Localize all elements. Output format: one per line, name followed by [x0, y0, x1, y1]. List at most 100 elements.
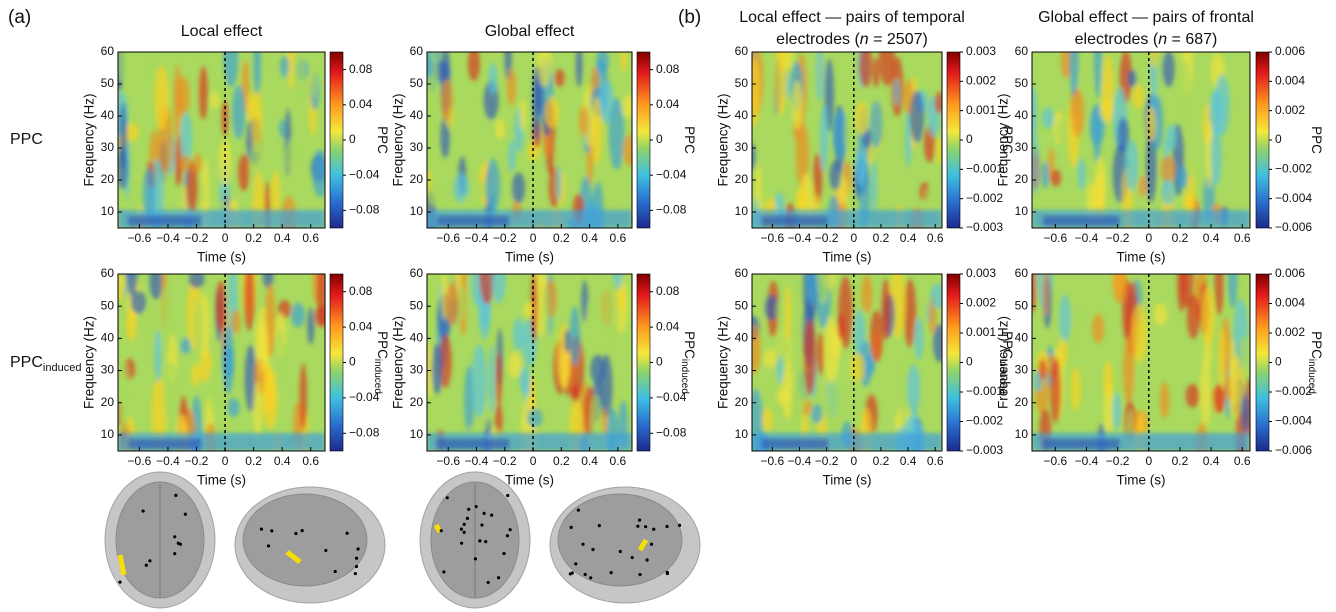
colorbar-tick-label: 0.003 — [966, 44, 996, 58]
y-tick-label: 60 — [410, 266, 424, 280]
x-axis-label: Time (s) — [197, 250, 246, 265]
colorbar — [946, 51, 961, 229]
x-tick-label: −0.2 — [493, 454, 517, 468]
y-tick-label: 30 — [410, 140, 424, 154]
heatmap-blob — [764, 294, 779, 321]
column-title: Local effect — [181, 23, 263, 40]
y-tick-label: 30 — [410, 363, 424, 377]
heatmap-blob — [1117, 117, 1129, 153]
x-tick-label: 0.6 — [927, 454, 944, 468]
x-tick-label: 0.2 — [245, 231, 262, 245]
heatmap-blob — [1050, 359, 1062, 424]
x-tick-label: 0.4 — [1203, 454, 1220, 468]
x-tick-label: 0 — [222, 231, 229, 245]
heatmap-blob — [564, 329, 571, 354]
heatmap-blob — [246, 91, 255, 122]
x-tick-label: −0.4 — [1075, 231, 1099, 245]
electrode-pairs — [117, 523, 649, 576]
electrode — [259, 527, 264, 531]
heatmap-blob — [427, 56, 434, 78]
heatmap-blob — [279, 119, 286, 138]
heatmap-blob — [142, 167, 156, 219]
x-axis-label: Time (s) — [1117, 250, 1166, 265]
plot-frame — [117, 273, 326, 452]
heatmap-blob — [579, 105, 588, 137]
y-tick-label: 60 — [101, 44, 115, 58]
electrode — [591, 547, 595, 552]
heatmap-blob — [590, 354, 606, 385]
y-tick-label: 30 — [735, 140, 749, 154]
heatmap-blob — [193, 153, 202, 174]
colorbar — [946, 273, 961, 452]
heatmap-blob — [575, 52, 583, 87]
y-axis-label: Frequency (Hz) — [391, 316, 406, 409]
y-tick-label: 10 — [101, 427, 115, 441]
colorbar-label-sub: induced — [1306, 359, 1317, 394]
heatmap-blob — [317, 274, 325, 326]
colorbar-tick-label: 0.004 — [1275, 74, 1305, 88]
heatmap-blob — [1069, 52, 1079, 95]
colorbar-label-main: PPC — [682, 126, 697, 154]
heatmap-texture — [118, 274, 325, 451]
heatmap-blob — [262, 363, 276, 414]
colorbar-tick-label: −0.04 — [349, 390, 380, 404]
heatmap-blob — [823, 317, 840, 385]
heatmap-blob — [285, 138, 300, 174]
electrode — [569, 525, 573, 529]
colorbar-tick-label: −0.08 — [656, 203, 687, 217]
x-tick-label: 0.6 — [610, 454, 627, 468]
plot-frame — [751, 273, 943, 452]
plot-frame — [426, 51, 633, 229]
heatmap-blob — [1112, 274, 1127, 304]
colorbar — [329, 51, 344, 229]
colorbar-tick-label: −0.001 — [966, 162, 1003, 176]
heatmap-blob — [1092, 313, 1105, 344]
heatmap-blob — [811, 404, 823, 424]
y-tick-label: 10 — [410, 427, 424, 441]
x-tick-label: 0.2 — [1172, 231, 1189, 245]
heatmap-blob — [843, 113, 853, 153]
heatmap-blob — [1138, 175, 1147, 198]
heatmap-blob — [262, 274, 274, 289]
heatmap-blob — [805, 274, 817, 306]
heatmap-blob — [1162, 52, 1175, 88]
colorbar-tick-label: 0.001 — [966, 103, 996, 117]
electrode — [665, 524, 669, 529]
heatmap-blob — [485, 158, 501, 214]
heatmap-blob — [542, 286, 550, 347]
electrode — [148, 559, 152, 563]
heatmap-blob — [1112, 392, 1122, 430]
y-tick-label: 50 — [410, 76, 424, 90]
x-tick-label: −0.2 — [1106, 231, 1130, 245]
heatmap-blob — [906, 364, 921, 413]
heatmap-blob — [180, 154, 192, 172]
heatmap-blob — [899, 352, 908, 428]
electrode — [638, 572, 642, 577]
x-tick-label: 0 — [222, 454, 229, 468]
heatmap-blob — [1185, 155, 1196, 178]
heatmap-blob — [467, 52, 481, 82]
x-tick-label: 0.2 — [245, 454, 262, 468]
y-axis-label: Frequency (Hz) — [82, 93, 97, 186]
colorbar-tick-label: 0.04 — [349, 97, 373, 111]
heatmap-blob — [160, 284, 172, 359]
heatmap-blob — [555, 166, 562, 202]
colorbar-tick-label: −0.006 — [1275, 220, 1312, 234]
heatmap-blob — [1042, 274, 1049, 316]
x-tick-label: −0.6 — [761, 231, 785, 245]
heatmap-blob — [118, 145, 128, 190]
heatmap-blob — [199, 348, 213, 383]
heatmap — [752, 52, 942, 228]
heatmap-blob — [816, 274, 831, 304]
heatmap-blob — [596, 52, 610, 74]
heatmap-blob — [223, 346, 234, 379]
heatmap-blob — [126, 274, 138, 297]
x-tick-label: 0.4 — [900, 454, 917, 468]
heatmap-blob — [188, 274, 205, 289]
electrode — [574, 562, 578, 566]
heatmap-blob — [1093, 52, 1102, 98]
colorbar-tick-label: 0.08 — [656, 62, 680, 76]
heatmap-blob — [124, 123, 140, 141]
electrode — [345, 531, 349, 535]
heatmap-blob — [1070, 367, 1081, 411]
